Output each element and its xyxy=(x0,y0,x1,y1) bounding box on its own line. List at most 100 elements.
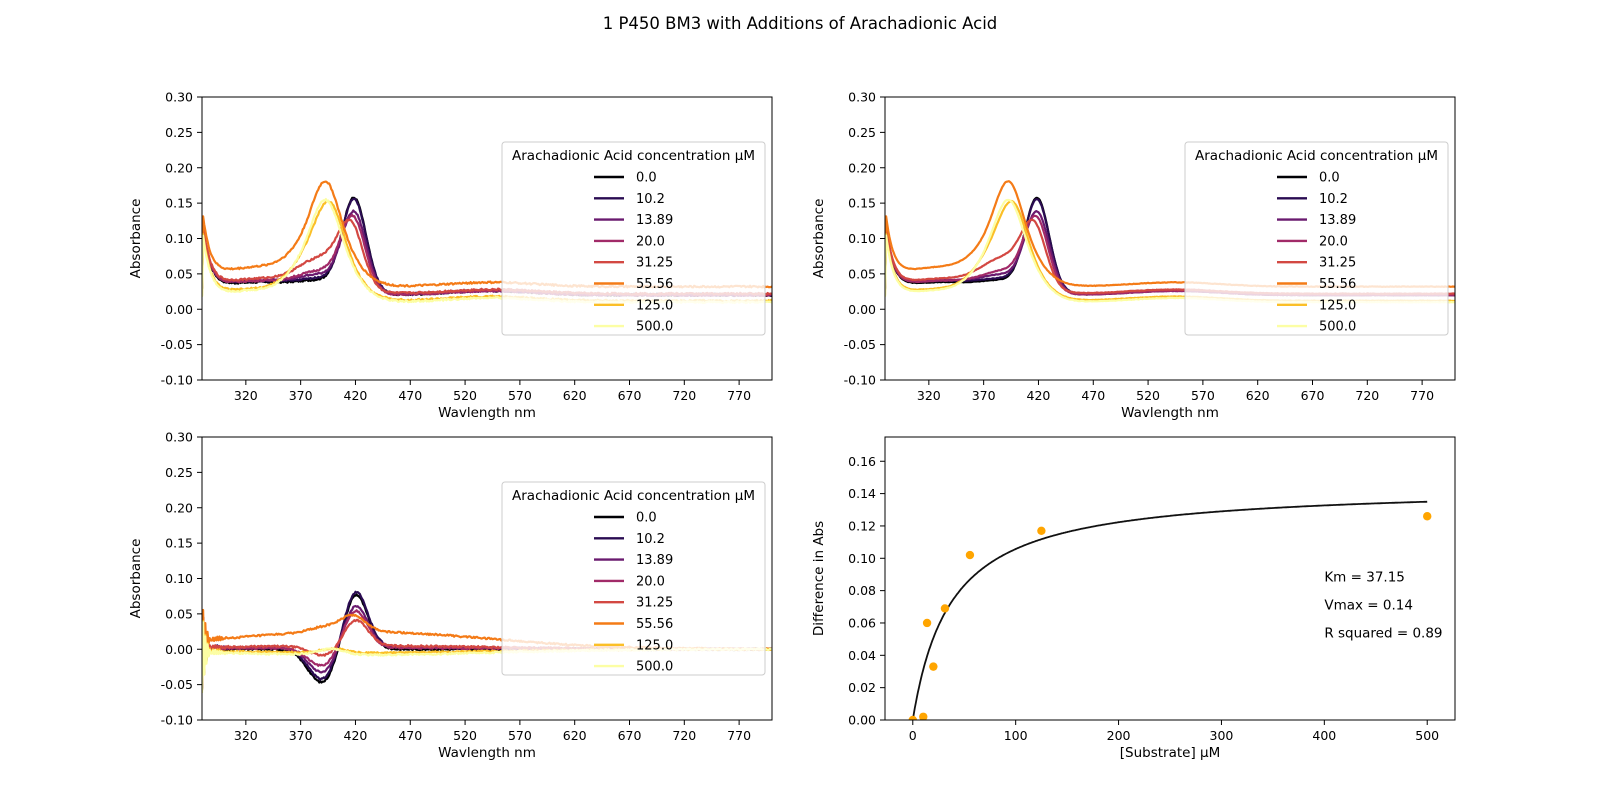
plot-frame xyxy=(884,436,1456,721)
plot-frame xyxy=(884,96,1456,381)
legend-label-13.89: 13.89 xyxy=(636,213,673,228)
y-tick-label: 0.15 xyxy=(165,196,193,211)
legend-label-0.0: 0.0 xyxy=(1319,171,1340,186)
y-tick-label: 0.25 xyxy=(165,465,193,480)
x-axis-label: Wavlength nm xyxy=(438,405,536,421)
legend-box xyxy=(501,141,766,336)
x-tick-label: 620 xyxy=(1246,388,1270,403)
y-axis-label: Difference in Abs xyxy=(811,521,827,636)
x-axis-label: Wavlength nm xyxy=(1121,405,1219,421)
y-tick-label: 0.25 xyxy=(848,125,876,140)
y-tick-label: 0.14 xyxy=(848,486,876,501)
y-tick-label: -0.05 xyxy=(844,337,876,352)
x-tick-label: 300 xyxy=(1210,728,1234,743)
legend-label-31.25: 31.25 xyxy=(636,596,673,611)
legend-label-20.0: 20.0 xyxy=(1319,234,1348,249)
data-point-3 xyxy=(929,662,938,671)
legend-label-0.0: 0.0 xyxy=(636,511,657,526)
y-tick-label: 0.06 xyxy=(848,615,876,630)
y-axis-label: Absorbance xyxy=(128,199,144,279)
figure-title: 1 P450 BM3 with Additions of Arachadioni… xyxy=(603,14,998,33)
y-tick-label: 0.30 xyxy=(165,90,193,105)
legend-label-10.2: 10.2 xyxy=(636,192,665,207)
data-point-2 xyxy=(922,618,932,628)
legend-label-500.0: 500.0 xyxy=(636,660,673,675)
x-tick-label: 570 xyxy=(508,388,532,403)
y-tick-label: -0.10 xyxy=(161,373,193,388)
legend-box xyxy=(1184,141,1449,336)
legend-label-55.56: 55.56 xyxy=(1319,277,1356,292)
x-axis-label: Wavlength nm xyxy=(438,745,536,761)
x-tick-label: 520 xyxy=(453,388,477,403)
fit-annotation-1: Vmax = 0.14 xyxy=(1324,598,1413,614)
x-tick-label: 420 xyxy=(1027,388,1051,403)
x-tick-label: 100 xyxy=(1004,728,1028,743)
difference-spectra-panel: 320 370 420 470 520 570 620 670 720 770 -0.10 -0.05… xyxy=(128,430,773,761)
y-tick-label: 0.30 xyxy=(848,90,876,105)
legend-label-20.0: 20.0 xyxy=(636,234,665,249)
spectra-smoothed-panel: 320 370 420 470 520 570 620 670 720 770 -0.10 -0.05… xyxy=(811,90,1456,421)
y-tick-label: 0.16 xyxy=(848,454,876,469)
fit-curve xyxy=(911,500,1428,720)
x-tick-label: 470 xyxy=(398,728,422,743)
x-tick-label: 570 xyxy=(1191,388,1215,403)
x-tick-label: 370 xyxy=(289,728,313,743)
x-tick-label: 370 xyxy=(972,388,996,403)
legend-label-55.56: 55.56 xyxy=(636,617,673,632)
x-tick-label: 420 xyxy=(344,728,368,743)
y-tick-label: 0.10 xyxy=(165,231,193,246)
y-tick-label: 0.15 xyxy=(848,196,876,211)
y-tick-label: 0.08 xyxy=(848,583,876,598)
x-tick-label: 470 xyxy=(398,388,422,403)
x-tick-label: 670 xyxy=(1301,388,1325,403)
x-tick-label: 720 xyxy=(1355,388,1379,403)
y-tick-label: 0.20 xyxy=(848,160,876,175)
y-tick-label: 0.05 xyxy=(165,266,193,281)
y-axis-label: Absorbance xyxy=(811,199,827,279)
fit-annotation-0: Km = 37.15 xyxy=(1324,570,1405,586)
legend-label-20.0: 20.0 xyxy=(636,574,665,589)
y-tick-label: 0.10 xyxy=(165,571,193,586)
data-point-7 xyxy=(1423,512,1432,521)
x-tick-label: 200 xyxy=(1107,728,1131,743)
x-tick-label: 720 xyxy=(672,388,696,403)
legend-label-500.0: 500.0 xyxy=(1319,320,1356,335)
legend-label-31.25: 31.25 xyxy=(1319,256,1356,271)
x-tick-label: 770 xyxy=(727,728,751,743)
data-point-1 xyxy=(919,712,928,720)
x-tick-label: 320 xyxy=(234,728,258,743)
legend-label-13.89: 13.89 xyxy=(636,553,673,568)
x-tick-label: 500 xyxy=(1415,728,1439,743)
legend-title: Arachadionic Acid concentration µM xyxy=(512,148,755,164)
legend-label-125.0: 125.0 xyxy=(636,298,673,313)
x-tick-label: 320 xyxy=(917,388,941,403)
plot-frame xyxy=(201,436,773,721)
legend-title: Arachadionic Acid concentration µM xyxy=(512,488,755,504)
x-tick-label: 320 xyxy=(234,388,258,403)
data-point-6 xyxy=(1037,526,1046,535)
x-tick-label: 670 xyxy=(618,388,642,403)
x-tick-label: 420 xyxy=(344,388,368,403)
y-tick-label: 0.15 xyxy=(165,536,193,551)
y-tick-label: 0.20 xyxy=(165,160,193,175)
y-tick-label: 0.20 xyxy=(165,500,193,515)
y-tick-label: 0.30 xyxy=(165,430,193,445)
legend-label-31.25: 31.25 xyxy=(636,256,673,271)
spectra-panel: 320 370 420 470 520 570 620 670 720 770 -0.10 -0.05… xyxy=(128,90,773,421)
y-tick-label: 0.05 xyxy=(848,266,876,281)
y-tick-label: 0.05 xyxy=(165,606,193,621)
x-tick-label: 720 xyxy=(672,728,696,743)
x-tick-label: 570 xyxy=(508,728,532,743)
y-tick-label: -0.10 xyxy=(161,713,193,728)
legend-label-55.56: 55.56 xyxy=(636,277,673,292)
legend-label-125.0: 125.0 xyxy=(636,638,673,653)
y-tick-label: 0.25 xyxy=(165,125,193,140)
legend-label-10.2: 10.2 xyxy=(1319,192,1348,207)
y-tick-label: -0.10 xyxy=(844,373,876,388)
x-tick-label: 620 xyxy=(563,388,587,403)
x-tick-label: 770 xyxy=(1410,388,1434,403)
legend-title: Arachadionic Acid concentration µM xyxy=(1195,148,1438,164)
x-tick-label: 0 xyxy=(909,728,917,743)
